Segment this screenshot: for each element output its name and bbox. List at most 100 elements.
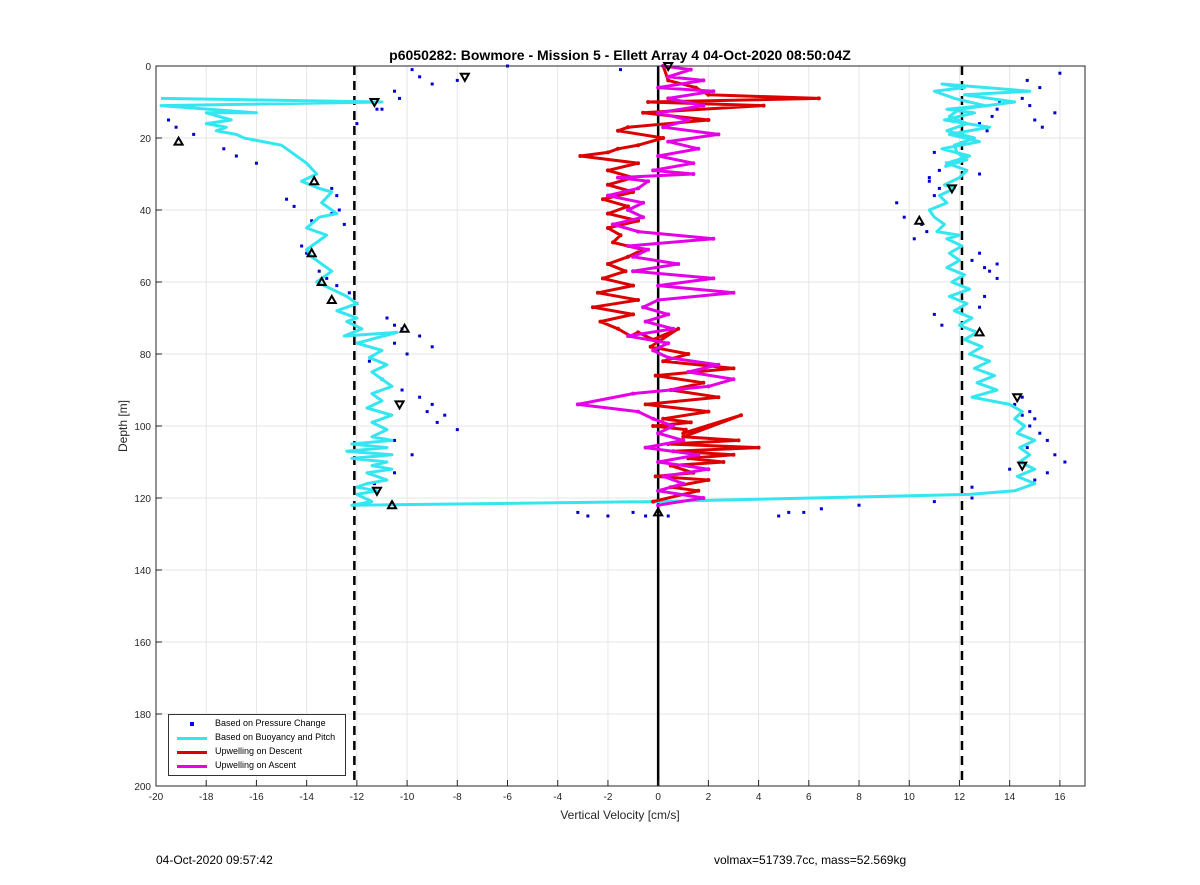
series-point <box>605 182 610 187</box>
series-point <box>656 110 661 115</box>
series-point <box>701 496 706 500</box>
pressure-change-point <box>455 78 459 82</box>
series-point <box>656 298 661 302</box>
pressure-change-point <box>410 68 414 72</box>
series-point <box>631 391 636 396</box>
axis-ticks: -20 -18 -16 -14 -12 -10 -8 -6 -4 -2 0 2 4 6 8 10 12 14 160… <box>134 62 1066 803</box>
series-point <box>676 326 681 331</box>
pressure-change-point <box>1033 478 1037 482</box>
pressure-change-point <box>425 410 429 414</box>
pressure-change-point <box>1008 467 1012 471</box>
series-point <box>605 168 610 173</box>
series-point <box>661 136 666 140</box>
turning-point-marker <box>308 175 320 186</box>
legend-item-upwelling-descent: Upwelling on Descent <box>169 745 345 759</box>
legend-item-pressure-change: Based on Pressure Change <box>169 717 345 731</box>
series-point <box>636 161 641 166</box>
series-point <box>676 262 681 266</box>
series-point <box>631 254 636 259</box>
x-tick-label: -18 <box>199 792 214 803</box>
pressure-change-point <box>337 208 341 212</box>
pressure-change-point <box>1045 438 1049 442</box>
y-tick-label: 200 <box>134 782 151 793</box>
series-point <box>656 85 661 90</box>
pressure-change-point <box>606 514 610 518</box>
series-point <box>706 478 711 482</box>
series-point <box>681 434 686 439</box>
pressure-change-point <box>1063 460 1067 464</box>
pressure-change-point <box>1033 417 1037 421</box>
y-tick-label: 180 <box>134 710 151 721</box>
pressure-change-point <box>978 251 982 255</box>
pressure-change-point <box>335 284 339 288</box>
series-point <box>661 474 666 479</box>
series-point <box>648 344 653 349</box>
pressure-change-point <box>912 237 916 241</box>
pressure-change-point <box>932 194 936 198</box>
turning-point-marker <box>398 322 411 333</box>
series-point <box>666 78 671 83</box>
series-point <box>656 488 661 493</box>
series-point <box>610 222 615 227</box>
pressure-change-point <box>430 402 434 406</box>
series-point <box>706 467 711 472</box>
y-tick-label: 140 <box>134 566 151 577</box>
y-tick-label: 160 <box>134 638 151 649</box>
series-point <box>656 154 661 158</box>
pressure-change-point <box>325 276 329 280</box>
series-point <box>701 380 706 385</box>
pressure-change-point <box>932 150 936 154</box>
series-point <box>631 312 636 317</box>
pressure-change-point <box>998 100 1002 104</box>
series-point <box>706 384 711 389</box>
pressure-change-point <box>355 122 359 126</box>
series-point <box>671 326 676 331</box>
pressure-change-point <box>937 168 941 172</box>
series-point <box>626 125 631 130</box>
x-tick-label: -2 <box>603 792 612 803</box>
series-point <box>706 92 711 97</box>
series-point <box>671 424 676 428</box>
series-point <box>651 348 656 353</box>
series-point <box>595 290 600 295</box>
series-point <box>610 240 615 245</box>
series-point <box>696 146 701 151</box>
x-tick-label: 8 <box>856 792 862 803</box>
pressure-change-point <box>666 514 670 518</box>
series-point <box>643 402 648 407</box>
pressure-change-point <box>375 107 379 111</box>
pressure-change-point <box>1045 471 1049 475</box>
turning-point-marker <box>386 499 398 510</box>
legend-label: Based on Pressure Change <box>215 718 326 728</box>
x-tick-label: 4 <box>756 792 762 803</box>
series-point <box>711 236 716 241</box>
turning-point-marker <box>368 98 381 109</box>
pressure-change-point <box>983 266 987 270</box>
pressure-change-point <box>1028 410 1032 414</box>
pressure-change-point <box>1025 78 1029 82</box>
pressure-change-point <box>978 305 982 309</box>
series-point <box>731 377 736 382</box>
pressure-change-point <box>1025 446 1029 450</box>
series-point <box>653 373 658 378</box>
series-point <box>661 125 666 130</box>
series-point <box>651 424 656 428</box>
x-tick-label: -6 <box>503 792 512 803</box>
series-point <box>646 247 651 252</box>
x-tick-label: -10 <box>400 792 415 803</box>
pressure-change-point <box>988 269 992 273</box>
pressure-change-point <box>300 244 304 248</box>
pressure-change-point <box>1053 111 1057 115</box>
series-point <box>600 276 605 281</box>
x-tick-label: -4 <box>553 792 562 803</box>
pressure-change-point <box>925 230 929 234</box>
series-point <box>688 67 693 72</box>
pressure-change-point <box>174 125 178 129</box>
series-point <box>636 409 641 414</box>
series-point <box>643 319 648 324</box>
pressure-change-point <box>932 312 936 316</box>
pressure-change-point <box>418 334 422 338</box>
pressure-change-point <box>927 179 931 183</box>
series-point <box>641 215 646 220</box>
chart-title: p6050282: Bowmore - Mission 5 - Ellett A… <box>389 47 851 63</box>
